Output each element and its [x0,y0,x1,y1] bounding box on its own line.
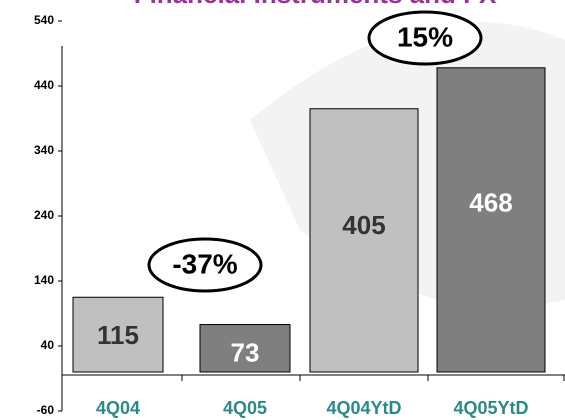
bar [72,296,164,373]
value-label: 468 [469,188,512,218]
x-tick-label: 4Q05 [223,398,267,418]
annotation-ellipse [367,10,483,66]
bar [309,108,419,373]
y-tick-label: 340 [34,143,54,157]
value-label: 73 [231,337,260,367]
value-label: 405 [342,210,385,240]
annotation: -37% [172,248,237,279]
value-label: 115 [97,320,139,350]
annotation-ellipse [147,237,263,293]
x-tick-label: 4Q04YtD [326,398,401,418]
y-tick-label: 140 [34,273,54,287]
annotation: 15% [397,21,453,52]
x-tick-label: 4Q04 [96,398,140,418]
x-tick-label: 4Q05YtD [453,398,528,418]
bar [199,324,291,373]
chart-title: Financial Instruments and FX [134,0,497,9]
y-tick-label: -60 [37,403,55,417]
y-tick-label: 240 [34,208,54,222]
y-tick-label: 540 [34,13,54,27]
bar [436,67,546,373]
y-tick-label: 440 [34,78,54,92]
y-tick-label: 40 [41,338,55,352]
